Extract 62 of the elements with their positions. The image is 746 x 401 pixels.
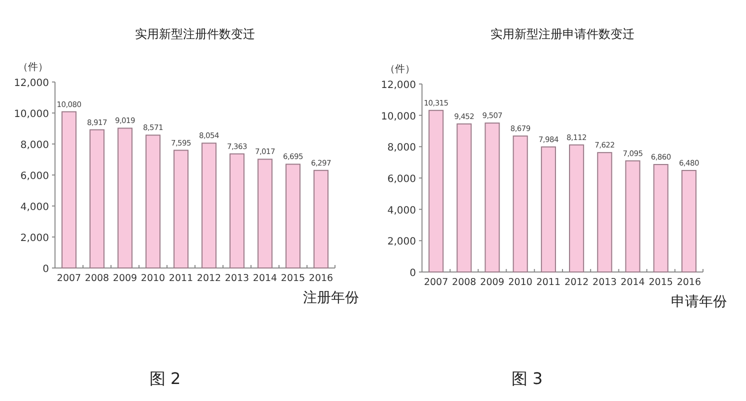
- bar: [653, 164, 668, 272]
- chart-title: 实用新型注册件数变迁: [135, 27, 255, 41]
- bar: [484, 122, 500, 272]
- bar: [540, 146, 556, 272]
- x-tick-label: 2015: [648, 277, 673, 288]
- caption: 图 2: [149, 369, 181, 388]
- x-tick-label: 2010: [508, 277, 532, 288]
- x-tick-label: 2008: [452, 277, 476, 288]
- y-tick-label: 0: [410, 268, 416, 279]
- bar: [625, 160, 640, 272]
- y-tick-label: 12,000: [14, 78, 49, 89]
- bar: [286, 164, 300, 268]
- y-tick-label: 4,000: [20, 202, 49, 213]
- bar: [90, 129, 104, 268]
- y-tick-label: 4,000: [387, 205, 416, 216]
- bar: [202, 142, 216, 268]
- y-tick-label: 12,000: [381, 80, 416, 91]
- bar: [230, 153, 244, 268]
- x-tick-label: 2015: [280, 273, 306, 284]
- x-tick-label: 2013: [224, 273, 250, 284]
- y-tick-label: 6,000: [20, 171, 49, 182]
- x-tick-label: 2008: [84, 273, 110, 284]
- caption: 图 3: [511, 369, 543, 388]
- y-axis-title: （件）: [385, 64, 415, 75]
- bar: [597, 152, 612, 272]
- y-tick-label: 2,000: [387, 236, 416, 248]
- x-axis-title: 申请年份: [671, 294, 727, 310]
- y-tick-label: 8,000: [20, 140, 49, 151]
- chart-title: 实用新型注册申请件数变迁: [490, 27, 634, 41]
- bar: [314, 170, 328, 268]
- x-tick-label: 2007: [56, 273, 82, 284]
- x-tick-label: 2013: [592, 277, 617, 288]
- bar: [146, 134, 160, 268]
- x-tick-label: 2011: [168, 273, 194, 284]
- x-tick-label: 2014: [252, 273, 278, 284]
- bar: [62, 111, 76, 268]
- x-tick-label: 2016: [308, 273, 334, 284]
- x-tick-label: 2009: [480, 277, 504, 288]
- y-tick-label: 10,000: [14, 109, 49, 120]
- y-tick-label: 8,000: [387, 142, 416, 154]
- x-tick-label: 2007: [424, 277, 448, 288]
- bar: [258, 158, 272, 268]
- y-tick-label: 0: [42, 264, 49, 275]
- y-tick-label: 6,000: [387, 174, 416, 185]
- x-tick-label: 2014: [620, 277, 645, 288]
- x-axis-title: 注册年份: [303, 290, 359, 306]
- bar: [569, 144, 584, 272]
- bar: [681, 170, 696, 272]
- y-axis-title: （件）: [18, 62, 48, 73]
- x-tick-label: 2012: [564, 277, 589, 288]
- bar: [456, 123, 472, 272]
- x-tick-label: 2010: [140, 273, 166, 284]
- y-tick-label: 10,000: [381, 111, 416, 122]
- x-tick-label: 2016: [676, 277, 702, 288]
- y-tick-label: 2,000: [20, 233, 49, 244]
- bar: [118, 128, 132, 268]
- x-tick-label: 2009: [112, 273, 138, 284]
- x-tick-label: 2011: [536, 277, 561, 288]
- x-tick-label: 2012: [196, 273, 222, 284]
- bar: [428, 110, 444, 272]
- bar: [174, 150, 188, 268]
- bar: [512, 136, 528, 272]
